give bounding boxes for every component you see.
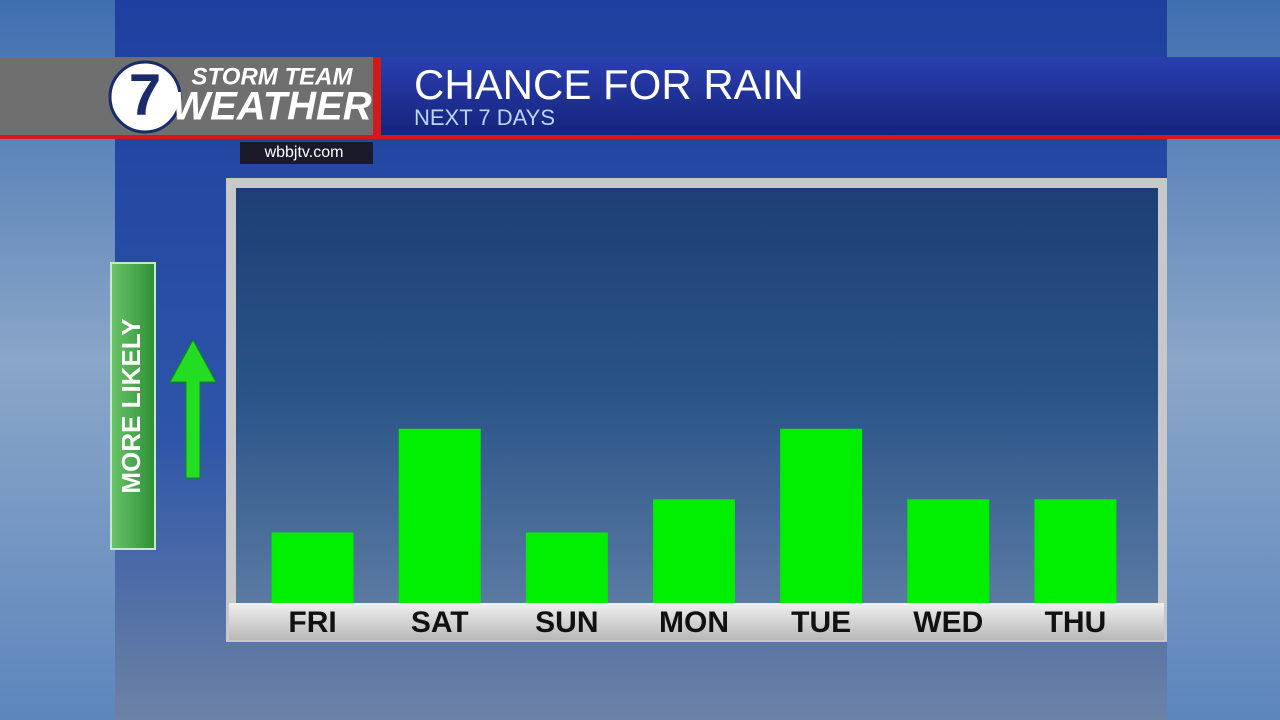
chart-subtitle: NEXT 7 DAYS [414, 105, 555, 130]
bars: FRI SAT SUN MON TUE WED THU [271, 428, 1117, 639]
divider [373, 57, 381, 137]
bar [653, 499, 735, 603]
x-tick-label: WED [913, 606, 983, 639]
bar [271, 532, 354, 603]
bar [780, 428, 863, 603]
x-tick-label: SAT [411, 606, 469, 639]
bar [398, 428, 481, 603]
website: wbbjtv.com [264, 144, 344, 161]
likely-box [110, 262, 156, 550]
website-box [240, 142, 373, 164]
logo-line1: STORM TEAM [192, 63, 354, 90]
side-label: MORE LIKELY [116, 318, 146, 493]
bar [907, 499, 990, 603]
x-tick-label: FRI [288, 606, 336, 639]
x-tick-label: TUE [791, 606, 851, 639]
bar [525, 532, 608, 603]
x-tick-label: MON [659, 606, 729, 639]
red-rule [0, 135, 1280, 139]
up-arrow [169, 338, 217, 479]
chart-title: CHANCE FOR RAIN [414, 61, 804, 108]
label-strip [229, 603, 1164, 640]
bar [1034, 499, 1117, 603]
logo-area [0, 57, 373, 137]
logo-line2: WEATHER [172, 85, 371, 129]
x-tick-label: THU [1045, 606, 1107, 639]
x-tick-label: SUN [535, 606, 598, 639]
logo-circle [108, 60, 182, 134]
logo-number: 7 [129, 62, 161, 127]
